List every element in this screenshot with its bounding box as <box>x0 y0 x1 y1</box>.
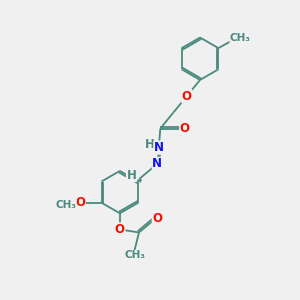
Text: O: O <box>152 212 162 225</box>
Text: N: N <box>152 157 162 170</box>
Text: O: O <box>180 122 190 135</box>
Text: CH₃: CH₃ <box>124 250 145 260</box>
Text: O: O <box>75 196 85 209</box>
Text: H: H <box>145 138 154 151</box>
Text: O: O <box>182 90 192 103</box>
Text: N: N <box>154 141 164 154</box>
Text: O: O <box>115 223 125 236</box>
Text: H: H <box>127 169 136 182</box>
Text: CH₃: CH₃ <box>55 200 76 210</box>
Text: CH₃: CH₃ <box>230 33 251 43</box>
